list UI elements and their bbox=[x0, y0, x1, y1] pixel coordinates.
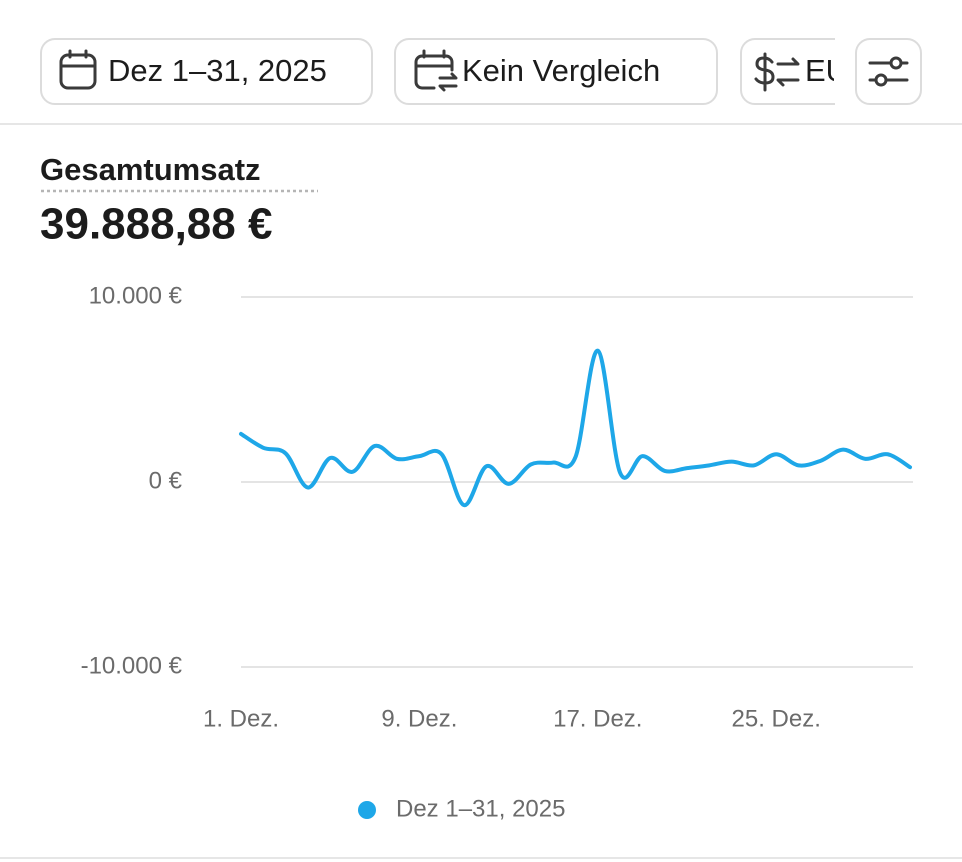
button-frame bbox=[40, 38, 373, 105]
comparison-button[interactable]: Kein Vergleich bbox=[394, 38, 718, 105]
metric-label[interactable]: Gesamtumsatz bbox=[40, 152, 261, 187]
button-frame bbox=[855, 38, 922, 105]
x-tick-label: 1. Dez. bbox=[203, 705, 279, 732]
y-tick-label: -10.000 € bbox=[81, 652, 183, 679]
x-tick-label: 25. Dez. bbox=[732, 705, 821, 732]
fade bbox=[835, 36, 855, 108]
currency-button[interactable]: EUR bbox=[740, 36, 870, 108]
y-tick-label: 0 € bbox=[149, 467, 183, 494]
calendar-icon bbox=[59, 49, 97, 90]
currency-icon bbox=[754, 52, 800, 92]
calendar-compare-icon bbox=[414, 49, 458, 92]
button-label: Dez 1–31, 2025 bbox=[108, 53, 327, 88]
y-tick-label: 10.000 € bbox=[89, 282, 183, 309]
button-label: EUR bbox=[805, 53, 870, 88]
filter-button[interactable] bbox=[855, 38, 922, 105]
x-tick-label: 9. Dez. bbox=[381, 705, 457, 732]
sliders-icon bbox=[868, 56, 909, 87]
x-tick-label: 17. Dez. bbox=[553, 705, 642, 732]
legend-marker bbox=[358, 801, 376, 819]
legend-label: Dez 1–31, 2025 bbox=[396, 795, 565, 822]
button-frame bbox=[740, 38, 852, 105]
button-label: Kein Vergleich bbox=[462, 53, 660, 88]
metric-value: 39.888,88 € bbox=[40, 200, 272, 249]
line bbox=[239, 348, 912, 508]
date-range-button[interactable]: Dez 1–31, 2025 bbox=[40, 38, 373, 105]
button-frame bbox=[394, 38, 718, 105]
